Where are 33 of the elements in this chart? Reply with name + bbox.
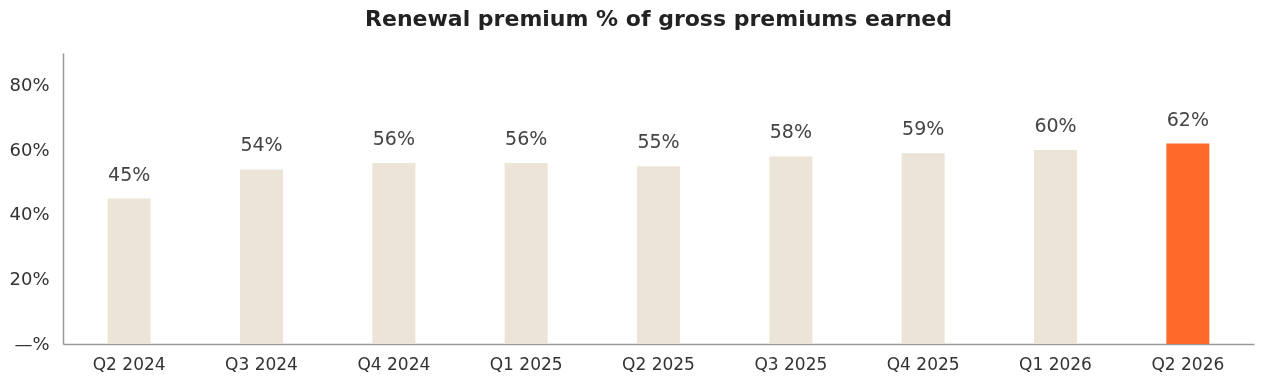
y-tick-label: —%: [14, 332, 50, 354]
bar: [240, 169, 283, 344]
chart-title: Renewal premium % of gross premiums earned: [365, 6, 952, 31]
data-label: 55%: [637, 130, 680, 153]
x-tick-label: Q4 2024: [357, 353, 431, 374]
bar: [901, 153, 945, 344]
y-tick-label: 20%: [9, 267, 50, 289]
data-label: 45%: [108, 162, 151, 185]
data-label: 62%: [1166, 107, 1209, 130]
y-tick-label: 60%: [9, 138, 50, 160]
x-tick-label: Q2 2026: [1151, 353, 1225, 374]
x-tick-label: Q1 2026: [1019, 353, 1092, 374]
data-label: 60%: [1034, 114, 1077, 136]
data-label: 56%: [372, 126, 415, 149]
data-label: 54%: [240, 133, 283, 156]
x-tick-label: Q2 2025: [622, 353, 695, 374]
x-tick-label: Q3 2024: [225, 353, 298, 374]
x-tick-label: Q1 2025: [489, 353, 563, 374]
data-label: 59%: [902, 117, 945, 140]
bar: [1166, 143, 1210, 344]
data-label: 56%: [505, 126, 548, 149]
bar: [769, 156, 813, 344]
x-tick-label: Q3 2025: [754, 353, 828, 374]
data-label: 58%: [769, 120, 812, 143]
bar: [372, 162, 416, 344]
bar: [504, 162, 548, 344]
bar: [637, 166, 680, 344]
x-tick-label: Q4 2025: [886, 353, 960, 374]
bar: [107, 198, 151, 344]
y-tick-label: 80%: [9, 73, 50, 95]
bar: [1034, 150, 1077, 344]
x-tick-label: Q2 2024: [92, 353, 166, 374]
y-tick-label: 40%: [9, 203, 50, 225]
